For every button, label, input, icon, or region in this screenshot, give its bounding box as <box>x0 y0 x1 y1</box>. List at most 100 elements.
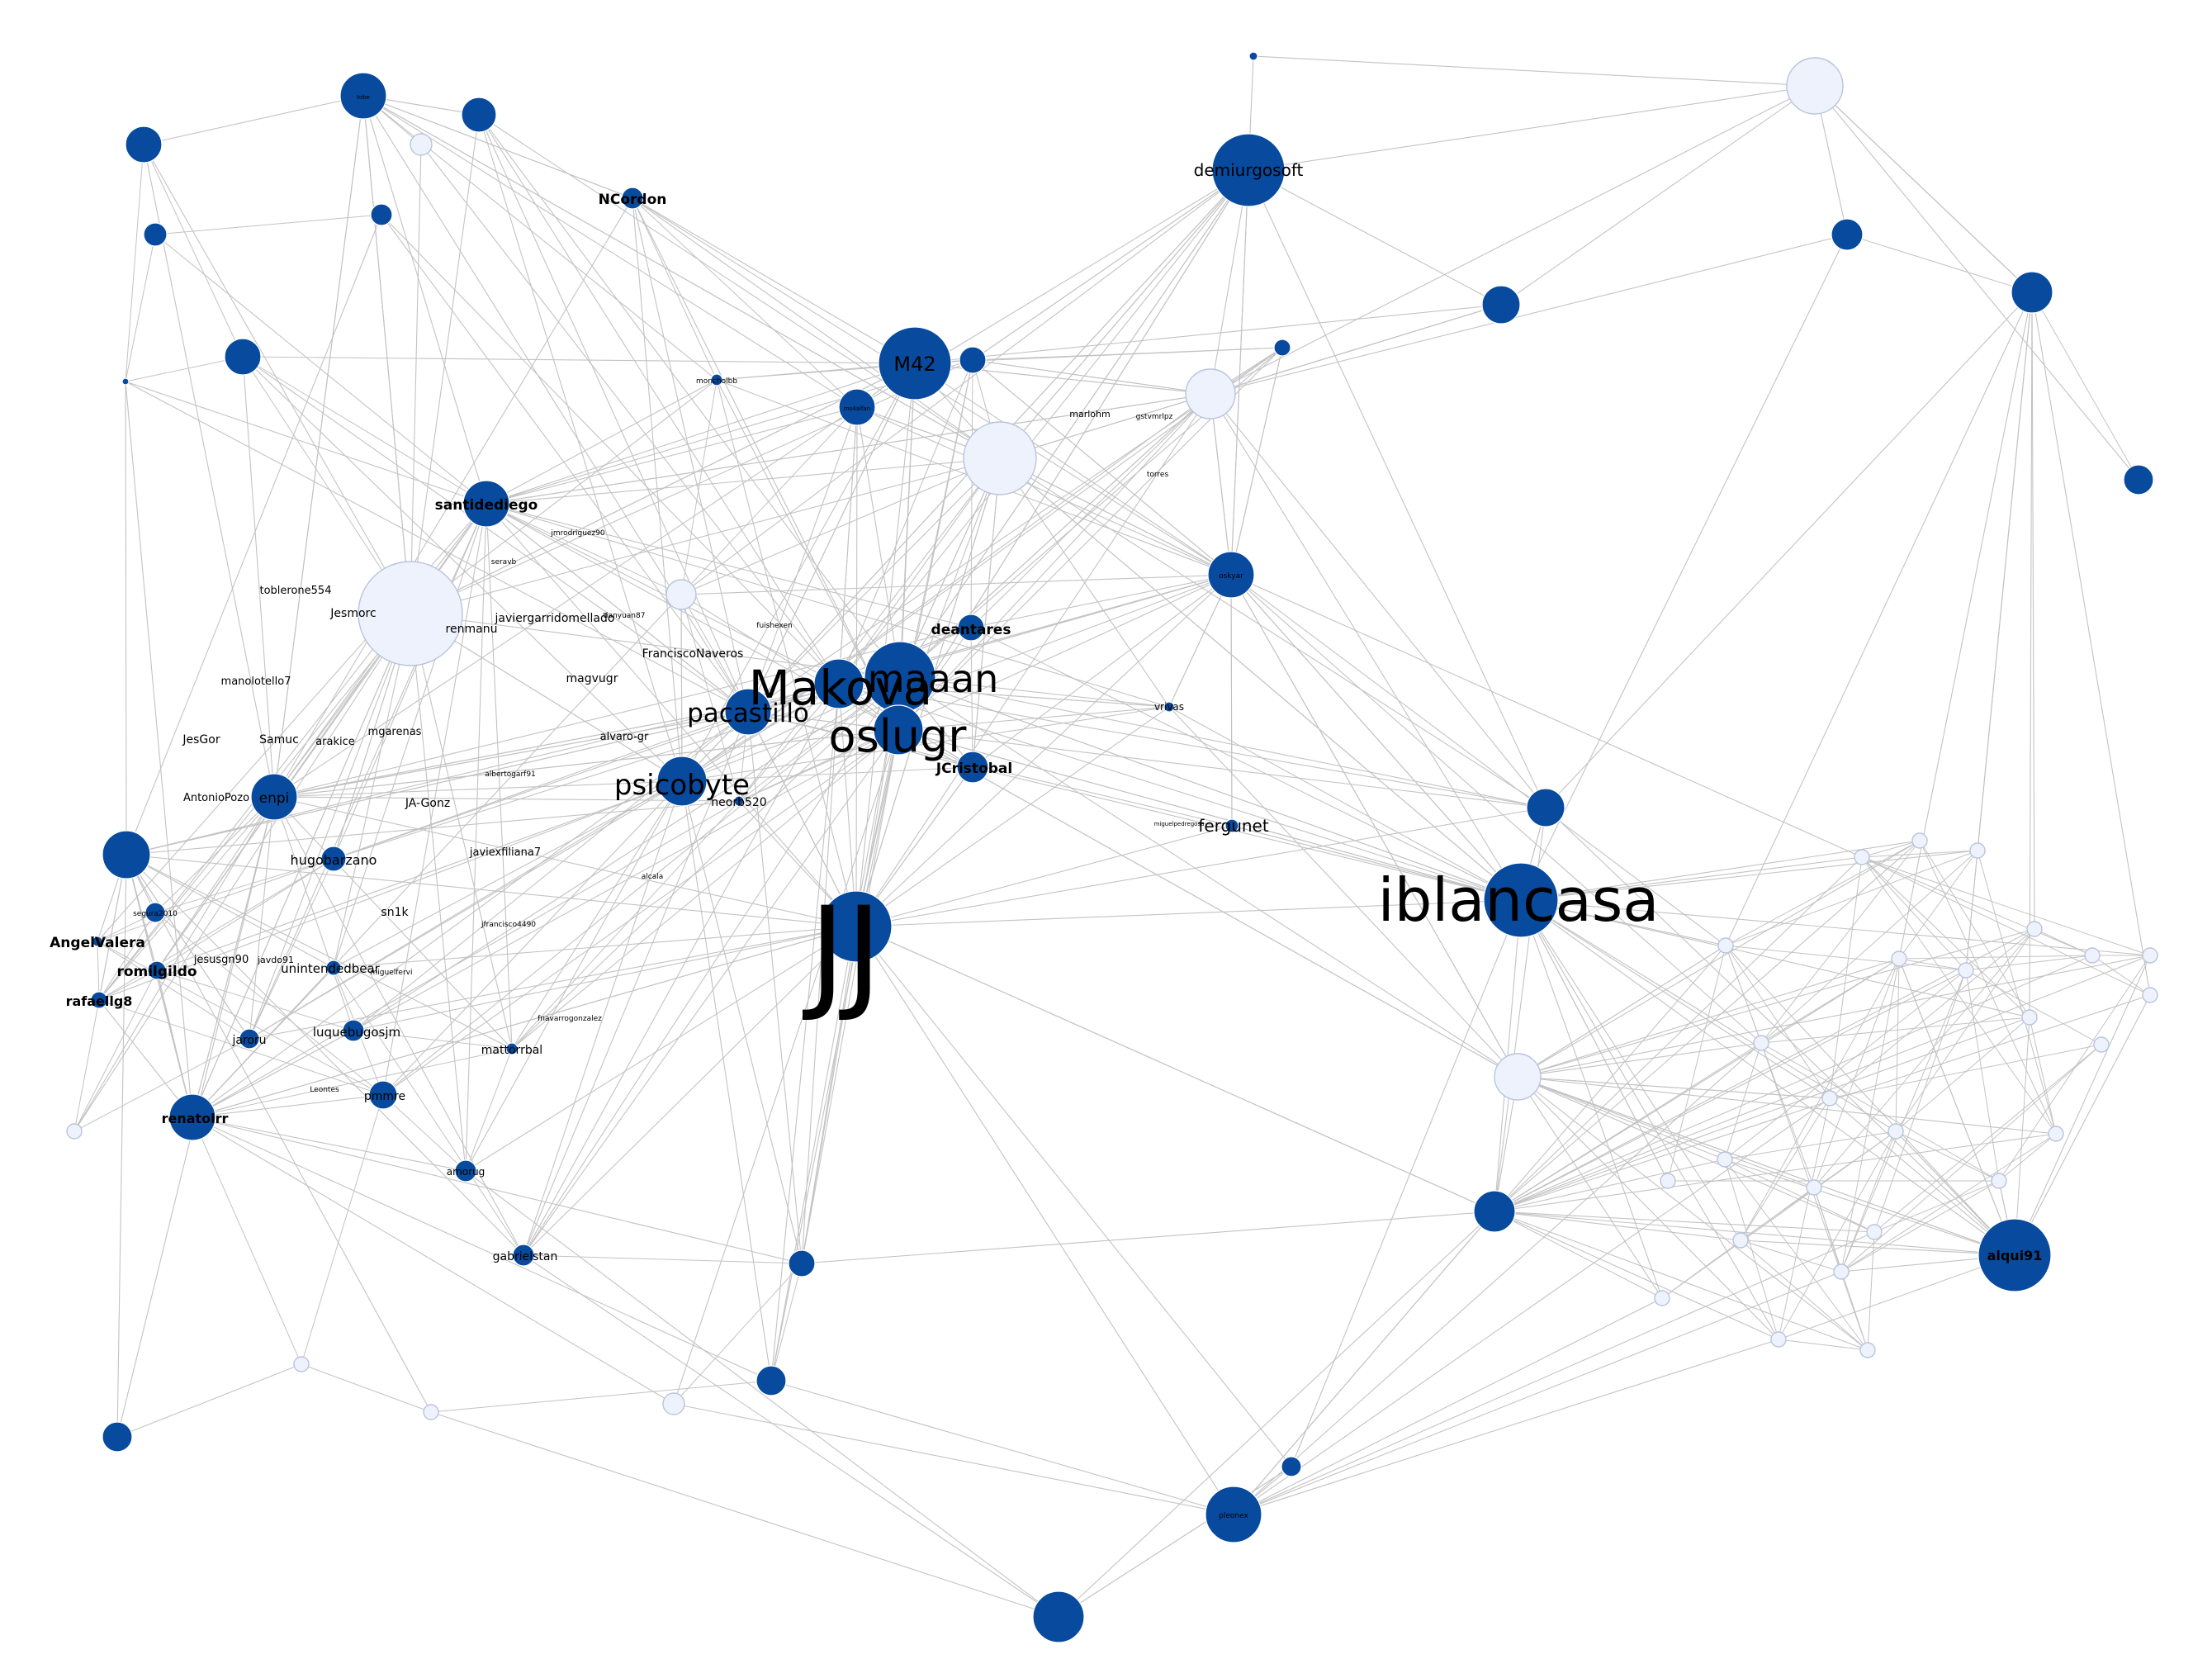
node-light-24[interactable] <box>2021 1009 2038 1026</box>
node-light-17[interactable] <box>2142 947 2158 964</box>
edge-365 <box>362 95 1001 459</box>
node-light-20[interactable] <box>1717 937 1734 954</box>
node-light-25[interactable] <box>2093 1036 2110 1053</box>
node-ext-16[interactable] <box>143 222 168 247</box>
node-light-1[interactable] <box>358 561 463 666</box>
node-luquebugosjm[interactable] <box>342 1019 365 1042</box>
node-light-21[interactable] <box>1753 1035 1769 1051</box>
node-renatolrr[interactable] <box>168 1093 216 1141</box>
node-segura2010[interactable] <box>144 902 166 923</box>
node-amorug[interactable] <box>454 1159 477 1183</box>
node-psicobyte[interactable] <box>656 756 708 807</box>
node-light-29[interactable] <box>1991 1173 2007 1189</box>
node-light-5[interactable] <box>1494 1053 1542 1101</box>
node-jaroru[interactable] <box>239 1028 260 1050</box>
node-pmmre[interactable] <box>368 1080 398 1110</box>
node-light-23[interactable] <box>1888 1123 1904 1140</box>
node-ncordon[interactable] <box>621 187 644 210</box>
node-ext-1[interactable] <box>1032 1590 1085 1643</box>
node-oslugr[interactable] <box>873 704 924 756</box>
node-m42[interactable] <box>878 326 952 401</box>
node-ext-17[interactable] <box>370 203 393 226</box>
node-neorb520[interactable] <box>733 795 745 807</box>
node-santidediego[interactable] <box>462 480 510 528</box>
node-light-4[interactable] <box>1786 57 1844 115</box>
node-ext-7[interactable] <box>838 388 876 426</box>
node-light-7[interactable] <box>410 133 433 156</box>
node-jcristobal[interactable] <box>956 751 989 784</box>
node-light-12[interactable] <box>1854 849 1870 865</box>
node-ext-20[interactable] <box>1248 51 1258 61</box>
node-ext-11[interactable] <box>1831 218 1864 251</box>
node-light-9[interactable] <box>66 1123 83 1140</box>
node-vrivas[interactable] <box>1163 701 1175 713</box>
node-pleonex[interactable] <box>1205 1486 1262 1543</box>
node-light-3[interactable] <box>1185 368 1236 419</box>
node-light-16[interactable] <box>2084 947 2101 964</box>
label-demiurgosoft: demiurgosoft <box>1194 160 1304 180</box>
node-rafaellg8[interactable] <box>90 991 108 1009</box>
node-iblancasa[interactable] <box>1483 862 1559 938</box>
node-demiurgosoft[interactable] <box>1211 133 1286 207</box>
node-ext-14[interactable] <box>755 1365 787 1396</box>
node-light-2[interactable] <box>963 421 1037 495</box>
node-hugobarzano[interactable] <box>320 846 347 872</box>
node-gabrielstan[interactable] <box>512 1244 535 1267</box>
node-light-8[interactable] <box>662 1392 685 1415</box>
node-ext-12[interactable] <box>2123 464 2154 495</box>
node-light-33[interactable] <box>1770 1331 1787 1348</box>
edge-277 <box>673 1403 1234 1515</box>
node-light-18[interactable] <box>1891 950 1907 967</box>
node-light-30[interactable] <box>1660 1173 1676 1189</box>
node-ext-13[interactable] <box>102 1421 133 1453</box>
node-alqui91[interactable] <box>1978 1218 2052 1292</box>
node-light-36[interactable] <box>1866 1224 1883 1240</box>
node-ext-4[interactable] <box>1481 285 1521 325</box>
node-light-13[interactable] <box>1911 832 1928 849</box>
node-mattorrbal[interactable] <box>505 1042 519 1055</box>
node-ext-8[interactable] <box>125 126 163 164</box>
label-neorb520: neorb520 <box>711 796 766 809</box>
node-light-31[interactable] <box>1833 1263 1850 1280</box>
node-light-22[interactable] <box>1821 1090 1838 1107</box>
node-light-32[interactable] <box>1654 1290 1670 1306</box>
node-layer <box>66 51 2158 1643</box>
node-fergunet[interactable] <box>1224 818 1239 833</box>
node-ms4alfan[interactable] <box>959 346 987 374</box>
node-light-6[interactable] <box>665 579 697 610</box>
node-light-11[interactable] <box>423 1404 439 1420</box>
node-oskyar[interactable] <box>1207 551 1255 599</box>
node-tobe[interactable] <box>339 72 387 120</box>
node-ext-2[interactable] <box>102 830 151 879</box>
node-deantares[interactable] <box>957 614 985 642</box>
node-pacastillo[interactable] <box>724 688 772 736</box>
node-ext-19[interactable] <box>1273 339 1291 357</box>
node-ext-18[interactable] <box>1281 1456 1302 1477</box>
node-light-26[interactable] <box>2048 1126 2064 1142</box>
node-light-15[interactable] <box>2026 921 2043 937</box>
node-ext-10[interactable] <box>461 97 497 133</box>
node-makova[interactable] <box>813 658 864 709</box>
node-ext-21[interactable] <box>121 377 130 386</box>
edge-196 <box>801 683 840 1264</box>
node-light-35[interactable] <box>2142 987 2158 1003</box>
node-ext-5[interactable] <box>1526 788 1565 827</box>
node-light-10[interactable] <box>293 1356 310 1372</box>
node-jj[interactable] <box>820 890 893 963</box>
node-angelvalera[interactable] <box>92 936 103 947</box>
edge-507 <box>1840 1130 1897 1273</box>
node-light-27[interactable] <box>1717 1151 1733 1168</box>
node-light-34[interactable] <box>1859 1342 1876 1358</box>
node-ext-6[interactable] <box>1473 1190 1516 1233</box>
node-light-19[interactable] <box>1958 962 1974 979</box>
node-ext-3[interactable] <box>2011 271 2053 314</box>
node-unintendedbear[interactable] <box>325 960 342 976</box>
node-ext-9[interactable] <box>224 338 262 376</box>
node-ext-15[interactable] <box>788 1249 816 1277</box>
node-enpi[interactable] <box>250 773 298 821</box>
node-light-14[interactable] <box>1969 842 1986 859</box>
node-light-37[interactable] <box>1732 1232 1749 1249</box>
node-light-28[interactable] <box>1806 1179 1822 1196</box>
node-romilgildo[interactable] <box>147 960 167 980</box>
node-moncholbb[interactable] <box>710 373 723 386</box>
